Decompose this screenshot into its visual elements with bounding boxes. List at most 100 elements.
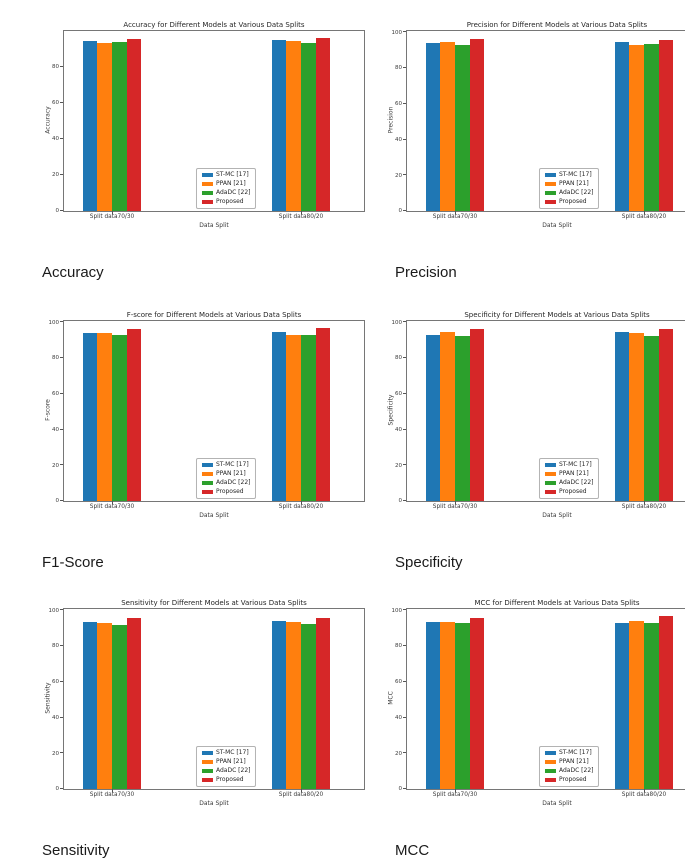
legend: ST-MC [17] PPAN [21] AdaDC [22] Proposed <box>538 745 600 787</box>
legend-entry: PPAN [21] <box>544 180 593 188</box>
y-axis-label: Sensitivity <box>44 682 52 714</box>
bar <box>286 40 301 211</box>
y-tick-mark <box>402 645 406 647</box>
legend-entry: ST-MC [17] <box>201 171 250 179</box>
y-tick-label: 40 <box>395 714 402 721</box>
y-tick-mark <box>59 210 63 211</box>
bar <box>455 622 470 789</box>
y-tick-mark <box>59 500 63 501</box>
bar <box>315 38 331 211</box>
x-tick-mark <box>455 211 456 214</box>
bar <box>286 335 301 501</box>
legend-swatch <box>201 768 213 773</box>
legend-label: ST-MC [17] <box>558 749 592 756</box>
y-tick-label: 0 <box>55 498 60 505</box>
bar <box>455 45 470 211</box>
bar <box>112 42 127 211</box>
legend-entry: PPAN [21] <box>201 470 250 478</box>
legend-label: ST-MC [17] <box>558 461 592 468</box>
y-tick-mark <box>59 392 63 394</box>
legend-entry: ST-MC [17] <box>544 171 593 179</box>
legend-swatch <box>201 750 213 755</box>
y-tick-label: 100 <box>391 29 403 36</box>
bar <box>271 40 287 211</box>
y-tick-label: 40 <box>395 426 402 433</box>
y-tick-label: 80 <box>52 355 59 362</box>
legend-label: ST-MC [17] <box>215 461 249 468</box>
y-tick-mark <box>59 65 63 67</box>
y-axis-label: Precision <box>387 106 395 134</box>
x-tick-label: Split data80/20 <box>278 504 324 510</box>
legend-label: ST-MC [17] <box>215 749 249 756</box>
y-tick-label: 20 <box>52 462 59 469</box>
legend-entry: ST-MC [17] <box>544 749 593 757</box>
y-tick-mark <box>402 138 406 140</box>
y-tick-mark <box>402 464 406 466</box>
legend-swatch <box>544 777 556 782</box>
legend-label: AdaDC [22] <box>215 189 251 196</box>
y-tick-label: 100 <box>48 319 60 326</box>
bar <box>82 332 98 501</box>
y-tick-label: 20 <box>52 750 59 757</box>
legend-swatch <box>201 480 213 485</box>
bar <box>440 42 455 211</box>
chart-title: Accuracy for Different Models at Various… <box>123 21 305 29</box>
legend-swatch <box>201 462 213 467</box>
legend-label: AdaDC [22] <box>558 479 594 486</box>
y-tick-label: 40 <box>52 426 59 433</box>
legend-swatch <box>544 768 556 773</box>
y-tick-label: 100 <box>48 607 60 614</box>
x-tick-label: Split data70/30 <box>89 214 135 220</box>
x-tick-mark <box>301 789 302 792</box>
legend-swatch <box>201 489 213 494</box>
bar <box>126 329 142 501</box>
legend-swatch <box>544 759 556 764</box>
legend-entry: PPAN [21] <box>201 180 250 188</box>
legend-swatch <box>201 181 213 186</box>
y-tick-label: 0 <box>398 498 403 505</box>
y-tick-mark <box>59 173 63 175</box>
y-tick-label: 60 <box>395 679 402 686</box>
legend-label: PPAN [21] <box>215 470 246 477</box>
plot-area: 0 20 40 60 80 100 Split data70/30 Split data80/… <box>392 320 685 510</box>
legend-label: Proposed <box>215 488 244 495</box>
y-axis-label: Accuracy <box>44 106 52 134</box>
legend-label: AdaDC [22] <box>558 767 594 774</box>
legend-swatch <box>544 750 556 755</box>
chart-specificity: Specificity for Different Models at Vari… <box>383 308 685 520</box>
y-axis-label: MCC <box>387 691 395 705</box>
legend-label: PPAN [21] <box>215 180 246 187</box>
x-tick-label: Split data70/30 <box>89 504 135 510</box>
bar <box>614 332 630 501</box>
bar <box>425 43 441 211</box>
legend-entry: AdaDC [22] <box>201 479 251 487</box>
bar <box>440 331 455 501</box>
figure-sensitivity: Sensitivity for Different Models at Vari… <box>40 594 382 863</box>
bar <box>271 620 287 789</box>
y-tick-label: 0 <box>55 786 60 793</box>
chart-title: MCC for Different Models at Various Data… <box>474 599 640 607</box>
bar <box>440 621 455 789</box>
legend-entry: Proposed <box>544 488 593 496</box>
bar <box>658 40 674 211</box>
plot-area: 0 20 40 60 80 Split data70/30 Split data80/20 S… <box>52 30 365 220</box>
caption-specificity: Specificity <box>395 554 463 571</box>
x-tick-mark <box>112 789 113 792</box>
figure-mcc: MCC for Different Models at Various Data… <box>383 594 685 863</box>
x-axis-label: Data Split <box>199 800 229 807</box>
legend-swatch <box>544 471 556 476</box>
chart-title: Precision for Different Models at Variou… <box>466 21 648 29</box>
x-tick-mark <box>455 501 456 504</box>
y-tick-mark <box>402 321 406 323</box>
x-tick-label: Split data80/20 <box>278 792 324 798</box>
chart-title: Specificity for Different Models at Vari… <box>464 311 650 319</box>
legend-entry: PPAN [21] <box>544 470 593 478</box>
y-tick-mark <box>402 31 406 33</box>
y-tick-label: 80 <box>395 355 402 362</box>
chart-sensitivity: Sensitivity for Different Models at Vari… <box>40 596 382 808</box>
x-tick-mark <box>644 211 645 214</box>
legend-label: PPAN [21] <box>558 758 589 765</box>
x-tick-mark <box>301 211 302 214</box>
x-tick-label: Split data80/20 <box>621 214 667 220</box>
legend-entry: Proposed <box>201 776 250 784</box>
